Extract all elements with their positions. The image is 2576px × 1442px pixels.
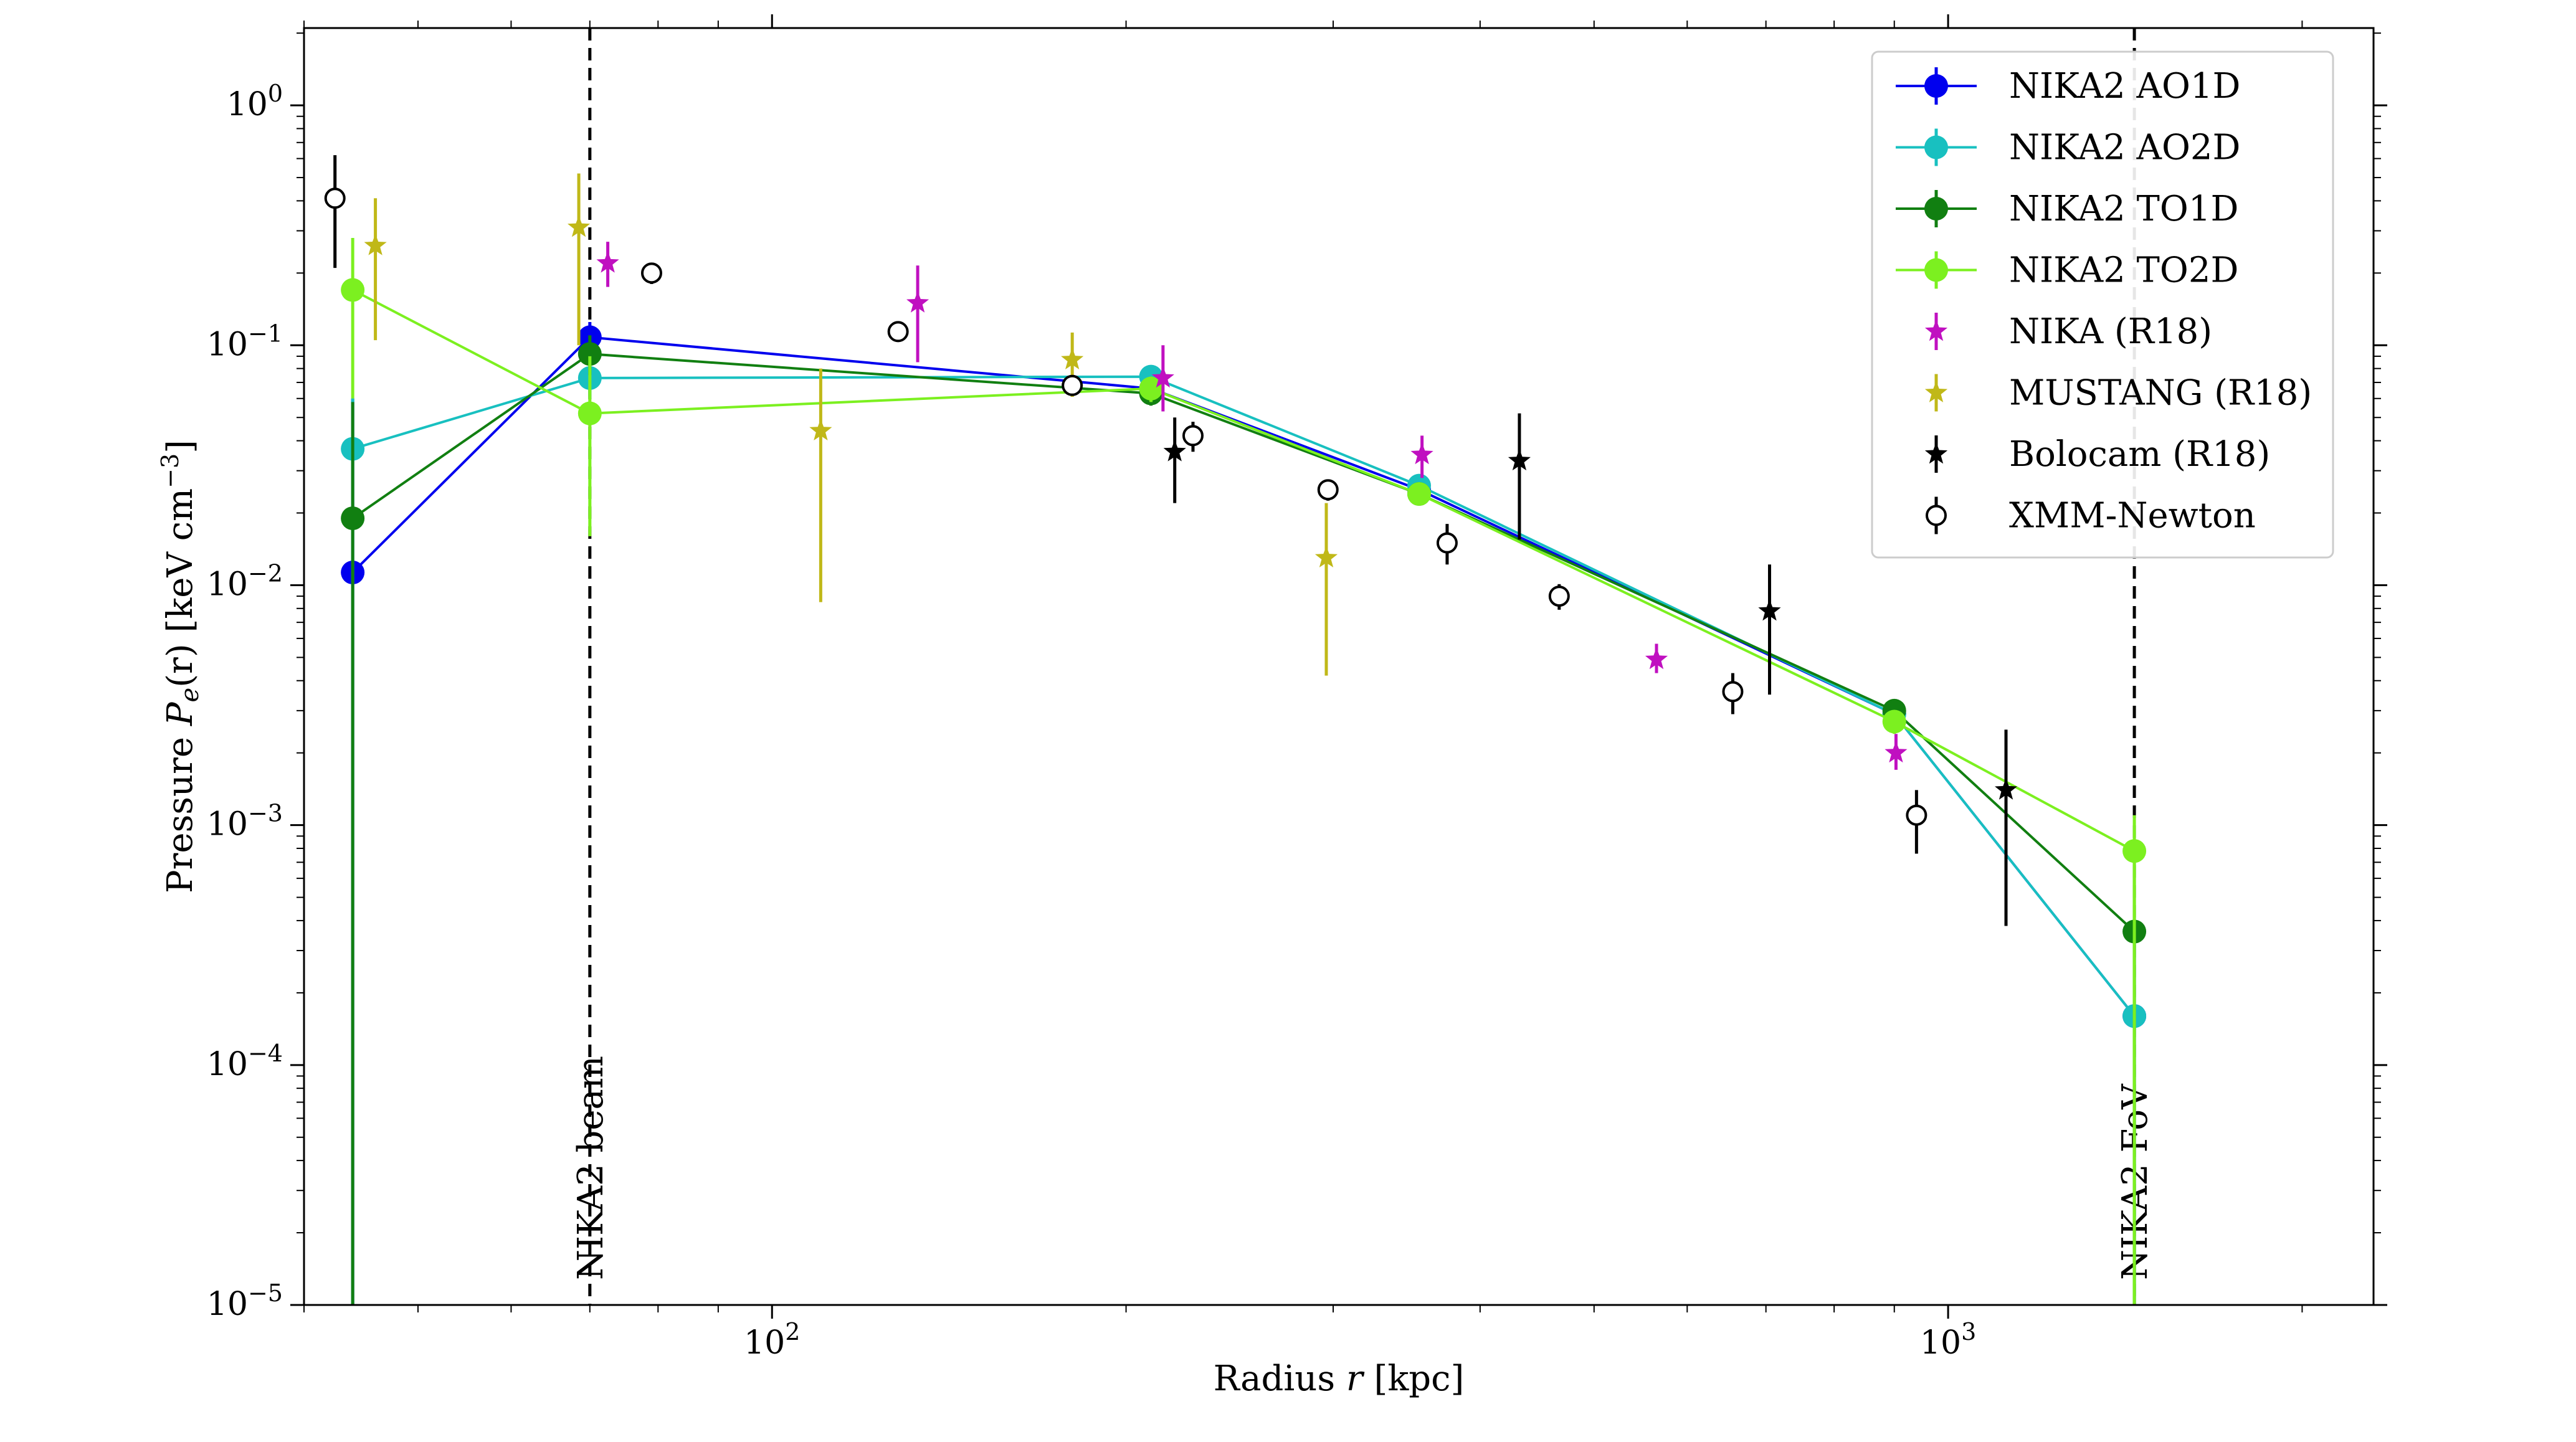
data-point: [887, 321, 909, 343]
y-tick-label: 10−5: [207, 1279, 283, 1323]
legend: NIKA2 AO1D NIKA2 AO2D NIKA2 TO1D NIKA2 TO2D…: [1871, 50, 2334, 559]
y-axis-title: Pressure Pe(r) [keV cm−3]: [156, 440, 204, 893]
reference-lines: NIKA2 beam NIKA2 FoV: [571, 28, 2155, 1305]
data-point: [568, 216, 591, 237]
legend-item-nika-r18: NIKA (R18): [1924, 311, 2212, 352]
series-line: [351, 353, 2136, 932]
legend-label: NIKA (R18): [2009, 311, 2212, 352]
data-point: [809, 419, 832, 440]
data-point: [1151, 366, 1174, 388]
y-tick-label: 10−4: [207, 1040, 283, 1083]
legend-label: NIKA2 AO2D: [2009, 128, 2240, 168]
series-xmm-newton: [324, 155, 1927, 854]
data-point: [364, 234, 387, 255]
data-point: [596, 251, 619, 273]
data-point: [906, 291, 929, 313]
data-point: [1758, 599, 1781, 621]
data-series: [324, 155, 2147, 1305]
legend-item-nika2-ao2d: NIKA2 AO2D: [1896, 128, 2240, 168]
legend-box: [1871, 50, 2334, 559]
y-tick-label: 10−1: [207, 320, 283, 363]
data-point: [1884, 741, 1908, 763]
y-tick-label: 100: [227, 80, 283, 123]
data-point: [1182, 425, 1204, 447]
series-nika2-to2d: [341, 238, 2147, 1305]
data-point: [1995, 778, 2018, 800]
legend-marker: [1924, 74, 1948, 98]
data-point: [1645, 647, 1668, 670]
data-point: [324, 187, 346, 209]
data-point: [577, 342, 602, 366]
legend-item-mustang-r18: MUSTANG (R18): [1924, 373, 2312, 414]
legend-item-nika2-ao1d: NIKA2 AO1D: [1896, 66, 2240, 107]
y-tick-label: 10−2: [207, 559, 283, 603]
data-point: [1407, 482, 1432, 506]
data-point: [1314, 546, 1338, 567]
legend-marker: [1924, 320, 1948, 341]
data-point: [341, 278, 365, 302]
series-bolocam-r18: [1163, 413, 2018, 926]
legend-marker: [1924, 381, 1948, 402]
legend-item-xmm-newton: XMM-Newton: [1926, 496, 2256, 536]
axis-ticks: [290, 14, 2387, 1319]
legend-item-bolocam-r18: Bolocam (R18): [1924, 434, 2270, 475]
legend-marker: [1924, 258, 1948, 282]
data-point: [1722, 681, 1744, 703]
legend-marker: [1924, 442, 1948, 464]
x-tick-label: 103: [1920, 1318, 1976, 1362]
data-point: [640, 262, 662, 284]
y-tick-label: 10−3: [207, 800, 283, 843]
legend-label: NIKA2 TO1D: [2009, 189, 2238, 229]
legend-item-nika2-to1d: NIKA2 TO1D: [1896, 189, 2238, 229]
legend-marker: [1924, 197, 1948, 221]
data-point: [1139, 376, 1163, 401]
series-line: [352, 375, 2136, 1017]
legend-marker: [1926, 505, 1947, 526]
legend-marker: [1924, 135, 1948, 159]
plot-frame: [303, 27, 2375, 1306]
legend-label: NIKA2 AO1D: [2009, 66, 2240, 107]
data-point: [1436, 532, 1458, 554]
data-point: [1906, 804, 1927, 826]
data-point: [1410, 442, 1433, 465]
data-point: [1548, 586, 1570, 607]
data-point: [1062, 374, 1083, 396]
legend-label: XMM-Newton: [2009, 496, 2256, 536]
data-point: [1508, 448, 1531, 471]
data-point: [1163, 440, 1186, 462]
x-tick-label: 102: [744, 1318, 800, 1362]
vline-label-nika2-beam: NIKA2 beam: [571, 1056, 611, 1280]
data-point: [341, 506, 365, 531]
data-point: [1317, 479, 1339, 501]
legend-label: Bolocam (R18): [2009, 434, 2270, 475]
data-point: [1061, 348, 1084, 369]
data-point: [2122, 839, 2147, 863]
x-axis-title: Radius r [kpc]: [1214, 1359, 1465, 1399]
series-nika-r18: [596, 242, 1908, 770]
series-line: [352, 288, 2136, 852]
legend-item-nika2-to2d: NIKA2 TO2D: [1896, 250, 2238, 291]
legend-label: MUSTANG (R18): [2009, 373, 2312, 414]
series-mustang-r18: [364, 173, 1338, 676]
legend-label: NIKA2 TO2D: [2009, 250, 2238, 291]
tick-labels: 100 10−1 10−2 10−3 10−4 10−5 102 103: [207, 80, 1976, 1362]
data-point: [1882, 709, 1906, 734]
data-point: [577, 401, 602, 425]
